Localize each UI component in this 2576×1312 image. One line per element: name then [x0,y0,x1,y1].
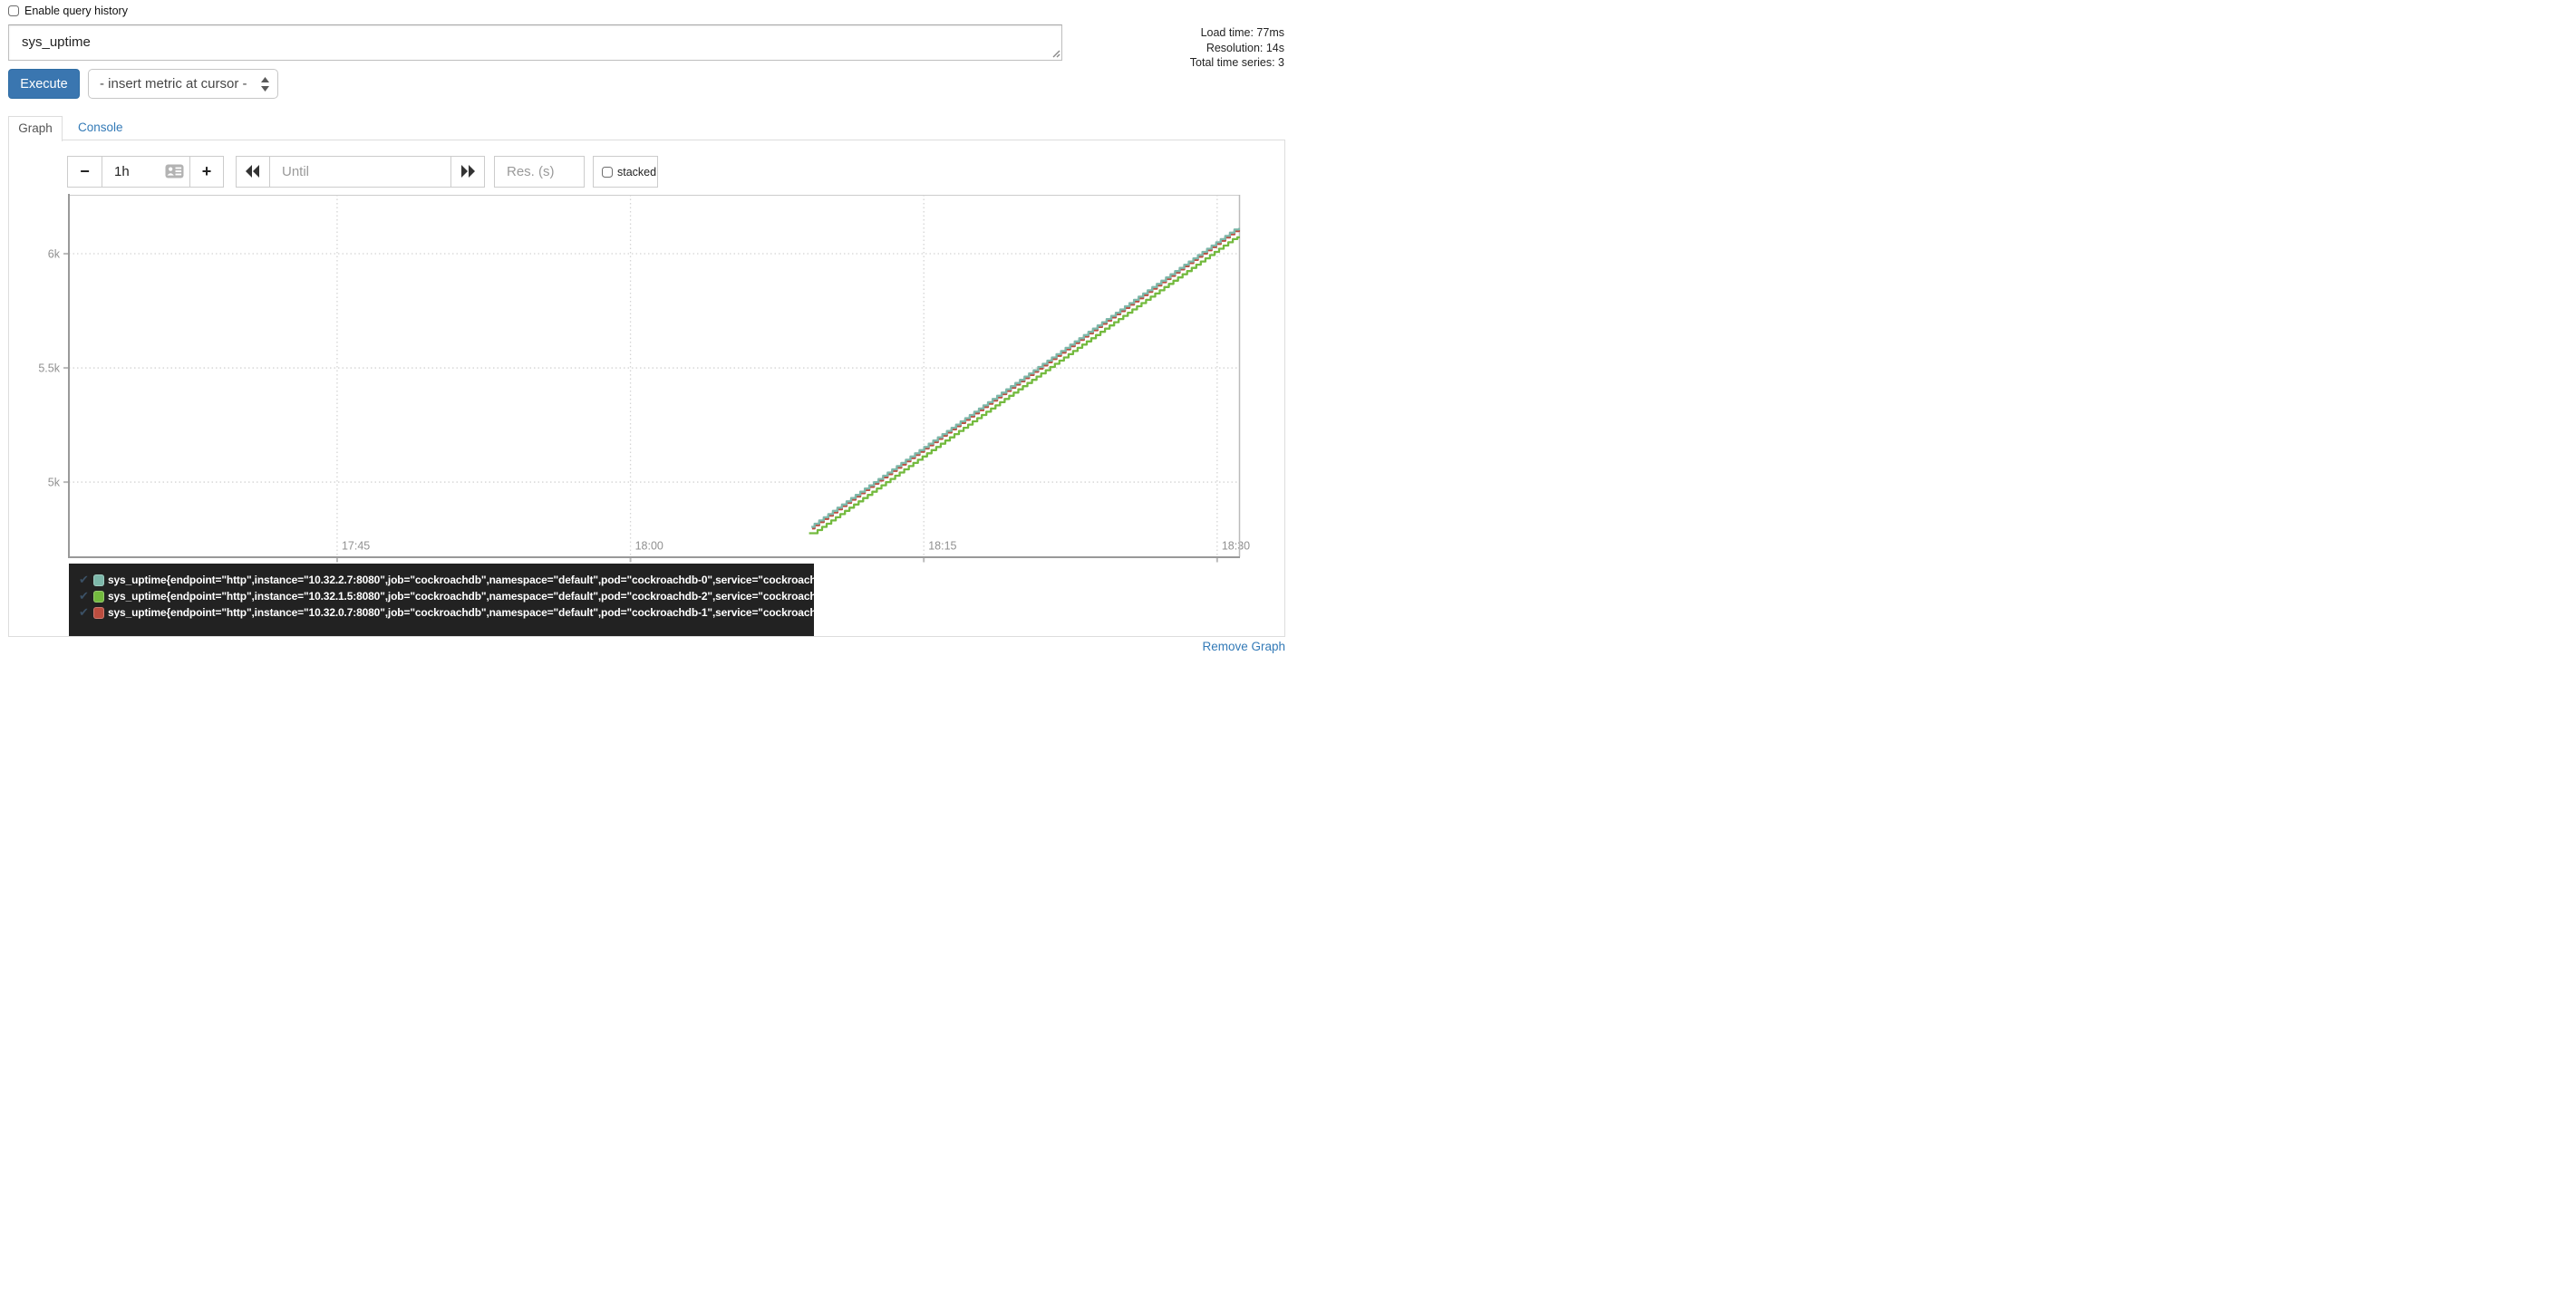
remove-graph-link[interactable]: Remove Graph [1202,640,1285,653]
svg-text:18:15: 18:15 [928,540,956,553]
plus-icon: + [201,162,212,180]
legend-row[interactable]: ✔ sys_uptime{endpoint="http",instance="10… [79,572,814,588]
series-color-swatch [93,574,104,586]
execute-button[interactable]: Execute [8,69,80,99]
svg-text:17:45: 17:45 [342,540,370,553]
series-enabled-checkmark-icon: ✔ [79,573,89,586]
query-stats: Load time: 77ms Resolution: 14s Total ti… [1190,25,1284,71]
stacked-checkbox[interactable] [602,166,613,178]
legend-row[interactable]: ✔ sys_uptime{endpoint="http",instance="10… [79,604,814,621]
series-color-swatch [93,590,104,603]
resolution-input[interactable] [495,157,584,187]
total-time-series: Total time series: 3 [1189,56,1284,69]
legend-row[interactable]: ✔ sys_uptime{endpoint="http",instance="10… [79,588,814,604]
range-decrease-button[interactable]: − [67,156,102,188]
resize-grip-icon[interactable] [1051,48,1060,58]
double-right-arrow-icon [461,165,475,178]
svg-text:18:00: 18:00 [635,540,663,553]
tab-graph[interactable]: Graph [8,116,63,141]
query-history-row: Enable query history [8,5,128,17]
expression-input-wrap: sys_uptime [8,24,1062,61]
stacked-toggle-box: stacked [593,156,658,188]
svg-text:18:30: 18:30 [1222,540,1250,553]
series-enabled-checkmark-icon: ✔ [79,589,89,603]
autofill-contact-icon[interactable] [165,164,184,178]
insert-metric-selected-value: - insert metric at cursor - [100,76,247,92]
series-label: sys_uptime{endpoint="http",instance="10.… [108,590,814,603]
uptime-chart: 5k 5.5k 6k 17:45 18:00 18:15 18:30 [38,194,1250,563]
time-forward-button[interactable] [450,156,485,188]
resolution: Resolution: 14s [1206,41,1284,54]
insert-metric-select[interactable]: - insert metric at cursor - [88,69,278,99]
svg-text:6k: 6k [48,248,61,261]
minus-icon: − [80,162,90,180]
graph-pane: − + stacked 5k 5.5k [8,140,1285,637]
svg-text:5k: 5k [48,477,61,489]
expression-input[interactable]: sys_uptime [8,24,1062,61]
until-input-box [269,156,451,188]
load-time: Load time: 77ms [1200,26,1284,39]
range-increase-button[interactable]: + [189,156,224,188]
graph-plot-area[interactable] [69,195,1240,557]
series-label: sys_uptime{endpoint="http",instance="10.… [108,574,814,586]
tab-console[interactable]: Console [78,121,123,134]
double-left-arrow-icon [246,165,259,178]
series-enabled-checkmark-icon: ✔ [79,605,89,619]
up-down-arrows-icon [261,77,269,92]
series-label: sys_uptime{endpoint="http",instance="10.… [108,606,814,619]
resolution-input-box [494,156,585,188]
range-input-box [102,156,190,188]
until-input[interactable] [270,157,450,187]
enable-query-history-checkbox[interactable] [8,5,19,16]
enable-query-history-label: Enable query history [24,5,128,17]
stacked-label: stacked [617,165,657,178]
series-color-swatch [93,606,104,619]
series-legend: ✔ sys_uptime{endpoint="http",instance="10… [69,564,814,636]
svg-text:5.5k: 5.5k [38,362,60,375]
